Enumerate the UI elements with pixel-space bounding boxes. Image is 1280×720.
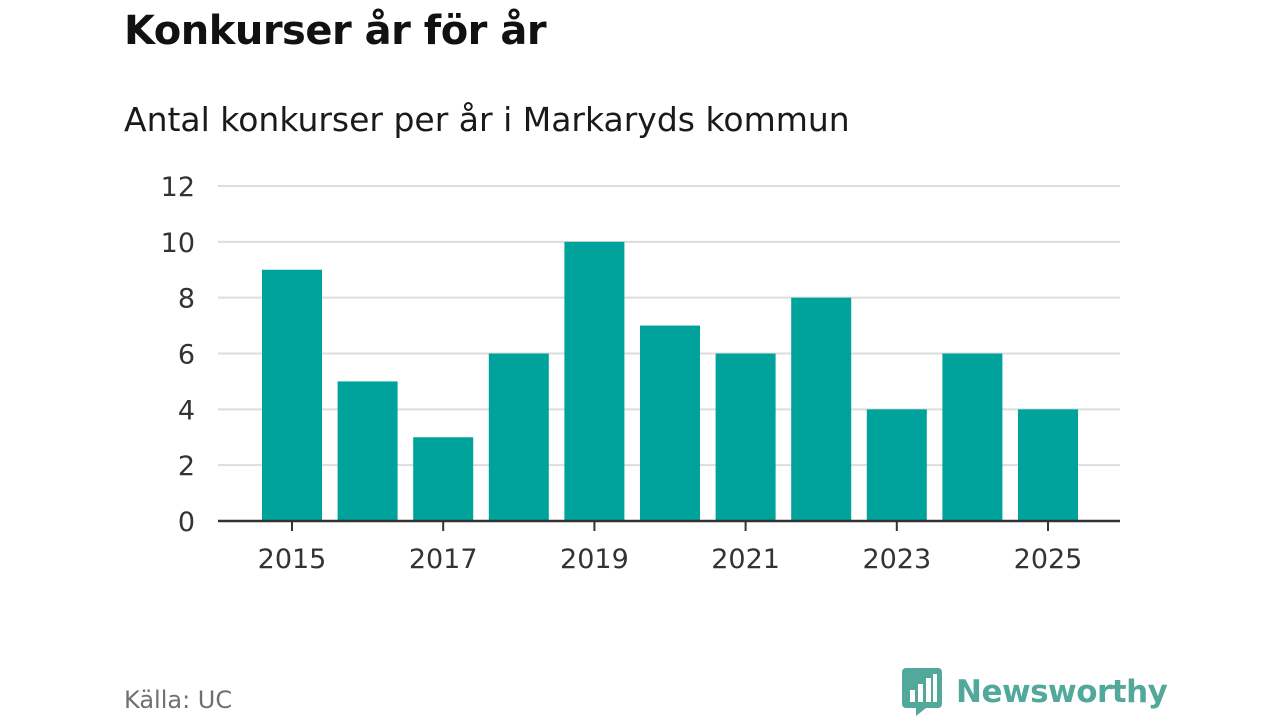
source-note: Källa: UC bbox=[124, 686, 233, 714]
axes bbox=[218, 519, 1120, 531]
bar-2023 bbox=[866, 409, 927, 521]
x-tick-label-2015: 2015 bbox=[258, 544, 327, 575]
y-tick-label-8: 8 bbox=[178, 284, 195, 315]
y-tick-label-10: 10 bbox=[161, 228, 195, 259]
x-tick-label-2023: 2023 bbox=[862, 544, 931, 575]
brand-name: Newsworthy bbox=[956, 674, 1168, 710]
bar-2025 bbox=[1018, 409, 1078, 521]
bar-2021 bbox=[715, 353, 776, 521]
y-tick-label-2: 2 bbox=[178, 451, 195, 482]
bar-chart: 0 2 4 6 8 10 12 2015 2017 2019 2021 2023 2025 bbox=[161, 172, 1120, 575]
x-tick-label-2025: 2025 bbox=[1014, 544, 1083, 575]
y-tick-label-4: 4 bbox=[178, 395, 195, 426]
bar-2020 bbox=[640, 325, 700, 521]
bar-2016 bbox=[337, 381, 398, 521]
chart-subtitle: Antal konkurser per år i Markaryds kommu… bbox=[124, 100, 850, 139]
x-tick-labels: 2015 2017 2019 2021 2023 2025 bbox=[258, 544, 1083, 575]
y-tick-labels: 0 2 4 6 8 10 12 bbox=[161, 172, 195, 538]
bar-2022 bbox=[791, 297, 852, 521]
x-tick-label-2017: 2017 bbox=[409, 544, 478, 575]
brand-logo: Newsworthy bbox=[902, 668, 1168, 716]
newsworthy-logo-icon bbox=[902, 668, 942, 716]
y-tick-label-12: 12 bbox=[161, 172, 195, 203]
bar-2024 bbox=[942, 353, 1003, 521]
chart-title: Konkurser år för år bbox=[124, 8, 547, 54]
bar-2015 bbox=[262, 269, 322, 521]
x-tick-label-2019: 2019 bbox=[560, 544, 629, 575]
bar-2017 bbox=[413, 437, 474, 521]
bars bbox=[262, 241, 1078, 522]
bar-2019 bbox=[564, 241, 625, 522]
x-tick-label-2021: 2021 bbox=[711, 544, 780, 575]
bar-2018 bbox=[488, 353, 549, 521]
y-tick-label-6: 6 bbox=[178, 340, 195, 371]
y-tick-label-0: 0 bbox=[178, 507, 195, 538]
